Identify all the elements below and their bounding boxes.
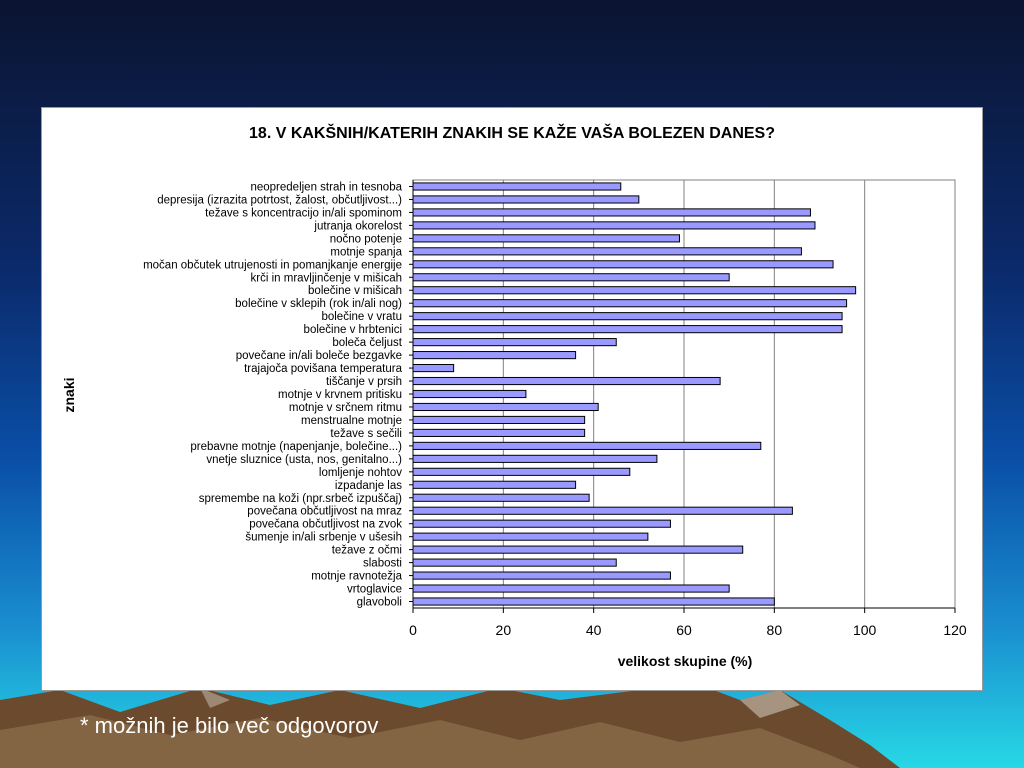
bar — [412, 402, 599, 412]
category-label: povečana občutljivost na mraz — [247, 506, 402, 518]
bar — [412, 506, 793, 515]
category-label: bolečine v sklepih (rok in/ali nog) — [235, 298, 402, 310]
category-label: neopredeljen strah in tesnoba — [250, 181, 402, 193]
bar — [412, 208, 811, 217]
bar — [412, 286, 857, 295]
category-label: boleča čeljust — [332, 337, 402, 349]
y-axis-title: znaki — [61, 377, 77, 412]
bar — [412, 363, 455, 373]
category-label: krči in mravljinčenje v mišicah — [251, 272, 402, 284]
category-label: bolečine v mišicah — [308, 285, 402, 297]
bar — [412, 182, 622, 191]
bar — [412, 480, 577, 489]
category-label: glavoboli — [357, 597, 402, 609]
category-label: nočno potenje — [330, 233, 402, 245]
bar — [412, 519, 671, 528]
bar — [412, 532, 649, 541]
bar-chart: 18. V KAKŠNIH/KATERIH ZNAKIH SE KAŽE VAŠ… — [61, 123, 967, 669]
x-tick-label: 40 — [586, 622, 602, 638]
category-label: motnje ravnotežja — [311, 571, 402, 583]
bar — [412, 558, 617, 567]
chart-title: 18. V KAKŠNIH/KATERIH ZNAKIH SE KAŽE VAŠ… — [249, 123, 775, 142]
category-label: težave s koncentracijo in/ali spominom — [205, 207, 402, 219]
bar — [412, 545, 744, 554]
x-tick-label: 80 — [767, 622, 783, 638]
category-label: povečane in/ali boleče bezgavke — [236, 350, 402, 362]
category-label: jutranja okorelost — [313, 220, 402, 232]
category-label: šumenje in/ali srbenje v ušesih — [245, 532, 402, 544]
bar — [412, 312, 843, 321]
bar — [412, 338, 617, 347]
bar — [412, 273, 730, 282]
bar — [412, 247, 802, 256]
x-tick-label: 120 — [943, 622, 967, 638]
bar — [412, 584, 730, 593]
bar — [412, 389, 527, 399]
category-label: bolečine v hrbtenici — [304, 324, 402, 336]
bar — [412, 299, 848, 308]
bar — [412, 597, 775, 606]
category-label: vrtoglavice — [347, 584, 402, 596]
bar — [412, 260, 834, 269]
bar — [412, 441, 762, 450]
bar — [412, 428, 586, 437]
category-label: povečana občutljivost na zvok — [249, 519, 402, 531]
category-label: depresija (izrazita potrtost, žalost, ob… — [157, 194, 402, 206]
category-label: trajajoča povišana temperatura — [244, 363, 402, 375]
category-label: težave s sečili — [330, 428, 402, 440]
category-label: izpadanje las — [335, 480, 402, 492]
category-label: bolečine v vratu — [321, 311, 402, 323]
footnote: * možnih je bilo več odgovorov — [80, 713, 379, 738]
category-label: motnje v srčnem ritmu — [289, 402, 402, 414]
category-label: menstrualne motnje — [301, 415, 402, 427]
bar — [412, 195, 640, 204]
chart-panel: 18. V KAKŠNIH/KATERIH ZNAKIH SE KAŽE VAŠ… — [41, 107, 983, 691]
x-tick-label: 20 — [496, 622, 512, 638]
bar — [412, 376, 721, 386]
category-label: lomljenje nohtov — [319, 467, 402, 479]
bar — [412, 325, 843, 334]
category-label: slabosti — [363, 558, 402, 570]
category-label: prebavne motnje (napenjanje, bolečine...… — [190, 441, 402, 453]
bar — [412, 221, 816, 230]
bar — [412, 467, 631, 476]
bar — [412, 415, 586, 425]
x-tick-label: 60 — [676, 622, 692, 638]
bar — [412, 234, 680, 243]
category-label: močan občutek utrujenosti in pomanjkanje… — [143, 259, 402, 271]
bar — [412, 571, 671, 580]
bar — [412, 493, 590, 502]
category-label: težave z očmi — [332, 545, 402, 557]
x-tick-label: 0 — [409, 622, 417, 638]
category-label: motnje spanja — [330, 246, 402, 258]
category-label: tiščanje v prsih — [326, 376, 402, 388]
category-label: vnetje sluznice (usta, nos, genitalno...… — [206, 454, 402, 466]
x-tick-label: 100 — [853, 622, 877, 638]
category-label: motnje v krvnem pritisku — [278, 389, 402, 401]
bar — [412, 454, 658, 463]
category-label: spremembe na koži (npr.srbeč izpuščaj) — [199, 493, 402, 505]
x-axis-title: velikost skupine (%) — [618, 653, 753, 669]
bar — [412, 351, 577, 360]
